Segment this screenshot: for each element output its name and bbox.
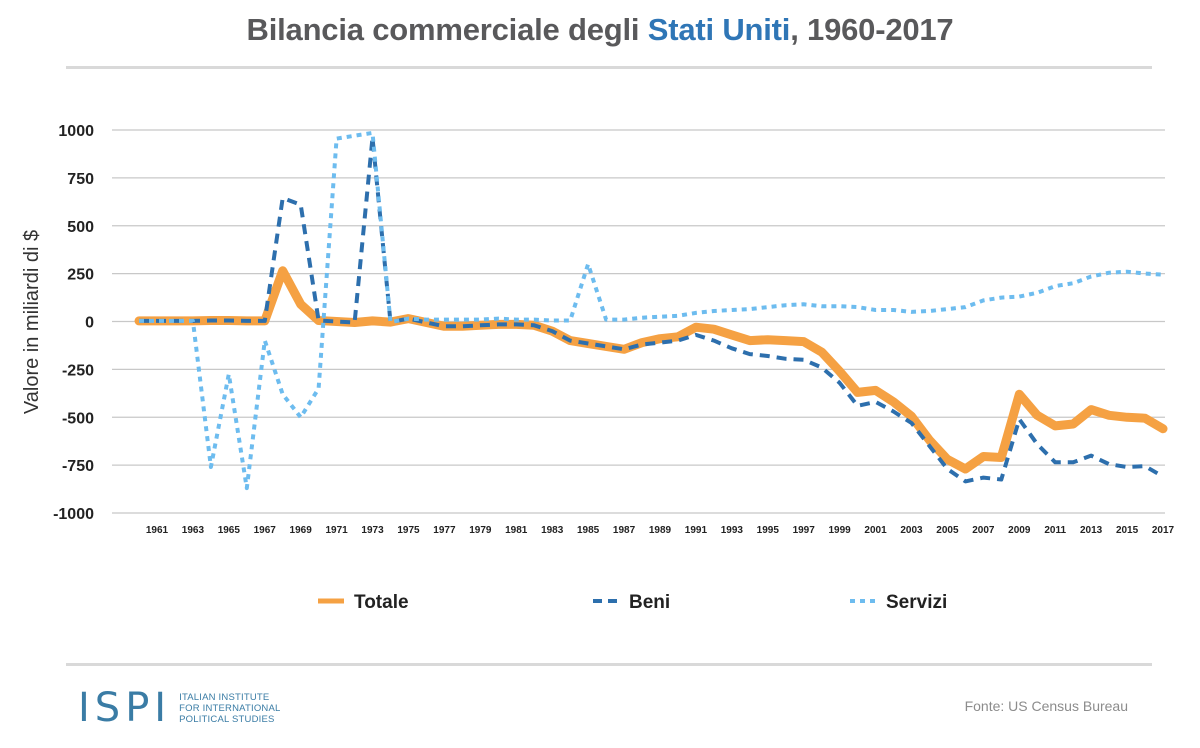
y-tick-label: 250 [67,267,94,284]
y-tick-label: 0 [85,315,94,332]
line-chart: 1000 750 500 250 0 -250 -500 -750 -1000 1961 1963… [21,123,1175,613]
top-divider [66,66,1152,69]
x-tick-label: 1973 [361,525,384,536]
logo-mark: ISPI [78,685,172,731]
x-tick-label: 2013 [1080,525,1103,536]
y-tick-label: -1000 [53,506,94,523]
x-tick-label: 1983 [541,525,564,536]
ispi-logo: ISPI ITALIAN INSTITUTE FOR INTERNATIONAL… [78,688,281,728]
chart-title: Bilancia commerciale degli Stati Uniti, … [0,12,1200,48]
y-axis-label: Valore in miliardi di $ [21,230,43,414]
x-tick-label: 2001 [864,525,887,536]
x-tick-label: 1991 [685,525,708,536]
x-tick-label: 2003 [900,525,923,536]
x-tick-label: 1961 [146,525,169,536]
y-tick-label: 750 [67,171,94,188]
logo-line: POLITICAL STUDIES [179,713,275,725]
logo-text: ITALIAN INSTITUTE FOR INTERNATIONAL POLI… [179,692,280,725]
y-tick-label: -250 [62,362,94,379]
title-suffix: , 1960-2017 [790,12,954,47]
title-prefix: Bilancia commerciale degli [246,12,648,47]
x-tick-label: 1981 [505,525,528,536]
y-tick-label: -500 [62,410,94,427]
x-tick-label: 1993 [721,525,744,536]
x-tick-label: 1963 [182,525,205,536]
x-tick-label: 1971 [325,525,348,536]
y-tick-label: -750 [62,458,94,475]
x-tick-label: 2011 [1044,525,1066,536]
x-tick-label: 2009 [1008,525,1031,536]
logo-line: ITALIAN INSTITUTE [179,691,270,703]
x-tick-label: 2017 [1152,525,1175,536]
series-line-beni [139,135,1165,484]
x-axis-ticks: 1961 1963 1965 1967 1969 1971 1973 1975 1977 1979… [146,525,1175,536]
source-note: Fonte: US Census Bureau [964,698,1128,714]
legend-label-servizi: Servizi [886,592,947,613]
bottom-divider [66,663,1152,666]
series-line-servizi [139,130,1164,491]
x-tick-label: 1985 [577,525,600,536]
gridlines [112,129,1165,514]
series-lines [134,130,1168,491]
x-tick-label: 1975 [397,525,420,536]
x-tick-label: 1969 [290,525,313,536]
legend-label-totale: Totale [354,592,409,613]
y-tick-label: 500 [67,219,94,236]
x-tick-label: 1977 [433,525,456,536]
x-tick-label: 2015 [1116,525,1139,536]
series-line-totale [134,266,1168,474]
legend: Totale Beni Servizi [318,592,947,613]
x-tick-label: 1989 [649,525,672,536]
x-tick-label: 1965 [218,525,241,536]
legend-label-beni: Beni [629,592,670,613]
title-highlight: Stati Uniti [647,12,791,47]
x-tick-label: 1995 [757,525,780,536]
x-tick-label: 2007 [972,525,995,536]
y-axis-ticks: 1000 750 500 250 0 -250 -500 -750 -1000 [53,123,94,523]
x-tick-label: 1987 [613,525,636,536]
x-tick-label: 2005 [936,525,959,536]
logo-line: FOR INTERNATIONAL [179,702,281,714]
x-tick-label: 1999 [829,525,852,536]
x-tick-label: 1997 [793,525,816,536]
x-tick-label: 1967 [254,525,277,536]
x-tick-label: 1979 [469,525,492,536]
y-tick-label: 1000 [58,123,94,140]
